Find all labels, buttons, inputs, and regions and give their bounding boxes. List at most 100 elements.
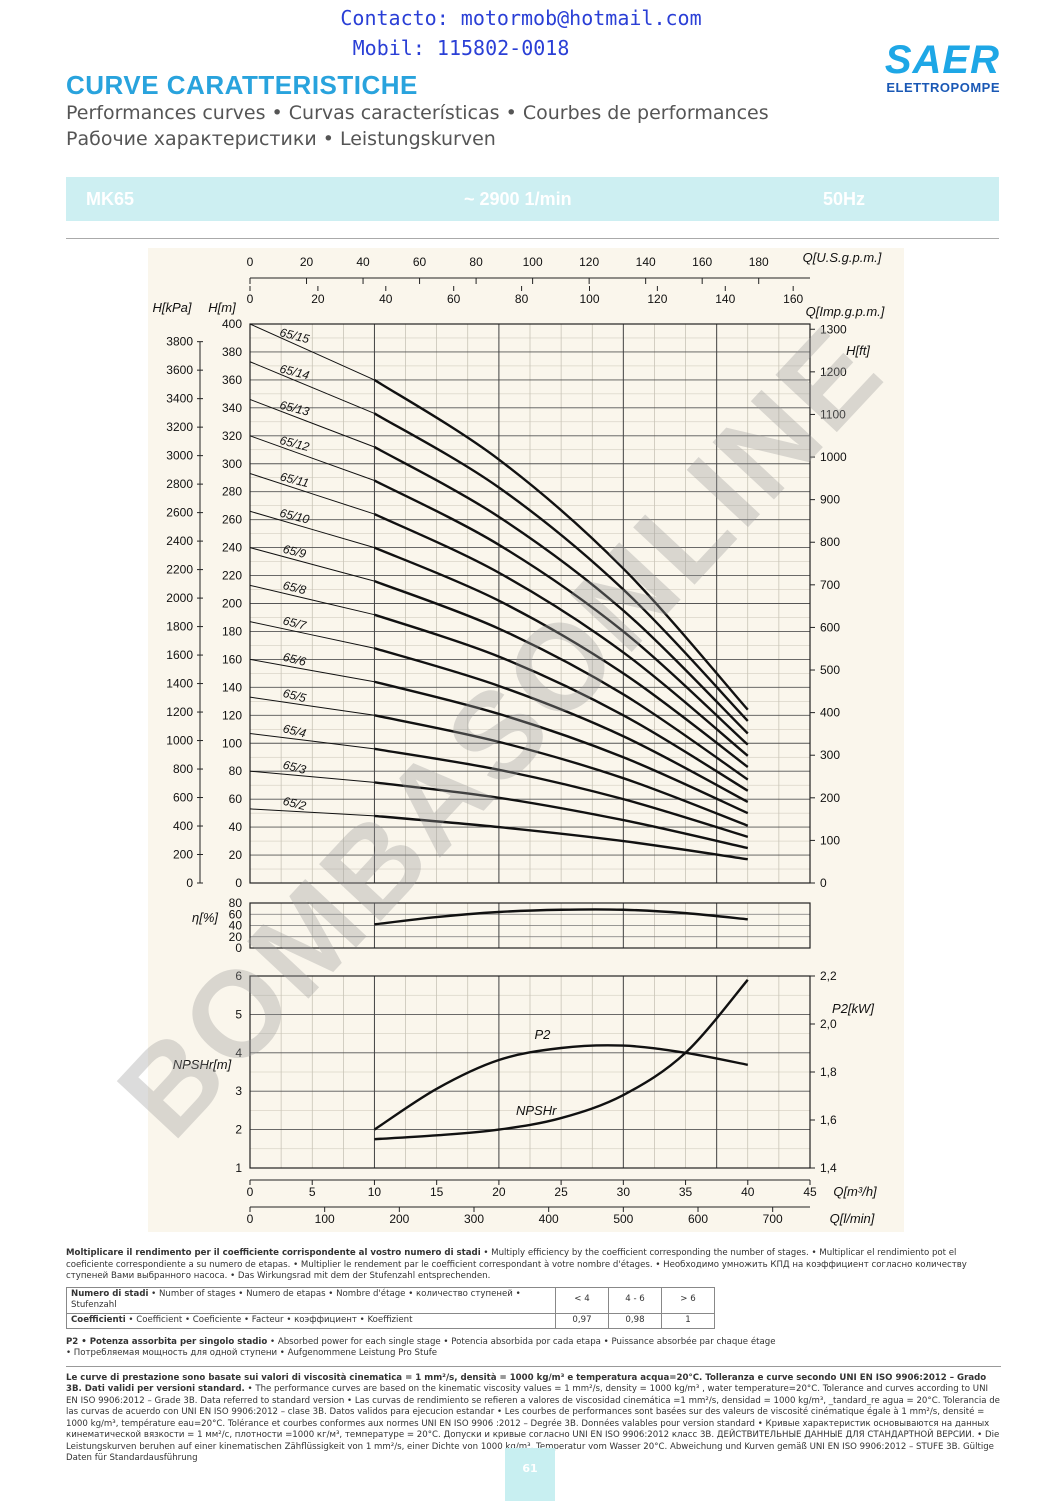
h-curve [373, 479, 749, 746]
curve-label: 65/14 [278, 362, 311, 383]
x-tick-label: 35 [679, 1185, 693, 1199]
note-power-text: • Absorbed power for each single stage •… [267, 1336, 776, 1347]
x-axis-label-lmin: Q[l/min] [830, 1211, 875, 1226]
y-tick-label: 1800 [166, 620, 193, 634]
y-tick-label: 2800 [166, 477, 193, 491]
x-tick-label: 30 [617, 1185, 631, 1199]
y-tick-label: 4 [235, 1046, 242, 1060]
coefficient-cell: 0,97 [555, 1312, 609, 1329]
y-tick-label: 1200 [820, 365, 847, 379]
h-curve [373, 546, 749, 768]
y-axis-label-kpa: H[kPa] [152, 300, 191, 315]
h-curve [373, 412, 749, 722]
h-curve-thin [249, 584, 375, 616]
y-tick-label: 1000 [820, 450, 847, 464]
note-efficiency: Moltiplicare il rendimento per il coeffi… [66, 1248, 1001, 1283]
y-tick-label: 60 [229, 792, 243, 806]
curve-label: 65/12 [278, 433, 311, 454]
note-power-bold: P2 • Potenza assorbita per singolo stadi… [66, 1336, 268, 1347]
y-tick-label: 1200 [166, 705, 193, 719]
y-tick-label: 160 [222, 652, 242, 666]
model-speed: ~ 2900 1/min [464, 189, 572, 209]
y-tick-label: 1 [235, 1161, 242, 1175]
page-title: CURVE CARATTERISTICHE [66, 70, 418, 100]
y-tick-label: 1,8 [820, 1065, 837, 1079]
x-tick-label: 180 [749, 255, 769, 269]
y-tick-label: 2,2 [820, 969, 837, 983]
y-tick-label: 20 [229, 930, 243, 944]
curve-label: 65/5 [281, 686, 307, 705]
y-axis-label-npsh: NPSHr[m] [173, 1057, 232, 1072]
y-tick-label: 0 [186, 876, 193, 890]
y-tick-label: 380 [222, 345, 242, 359]
y-tick-label: 260 [222, 513, 242, 527]
npshr-curve [374, 979, 749, 1141]
page-subtitle-1: Performances curves • Curvas característ… [66, 102, 769, 124]
contact-email: Contacto: motormob@hotmail.com [340, 6, 702, 30]
x-axis-label-m3h: Q[m³/h] [833, 1184, 877, 1199]
h-curve-thin [249, 658, 375, 683]
x-tick-label: 140 [715, 292, 735, 306]
stages-bold: Numero di stadi [71, 1288, 149, 1299]
y-tick-label: 3400 [166, 392, 193, 406]
x-tick-label: 100 [523, 255, 543, 269]
y-axis-label-eff: η[%] [192, 910, 218, 925]
h-curve [374, 680, 749, 815]
plot-frame [249, 902, 811, 949]
y-tick-label: 200 [222, 597, 242, 611]
y-tick-label: 400 [173, 819, 193, 833]
h-curve [374, 781, 749, 850]
y-tick-label: 600 [820, 620, 840, 634]
x-tick-label: 80 [515, 292, 529, 306]
h-curve [374, 613, 749, 792]
y-tick-label: 3200 [166, 420, 193, 434]
h-curve [373, 378, 749, 711]
table-header-coefficients: Coefficienti • Coefficient • Coeficiente… [66, 1312, 556, 1329]
model-frequency: 50Hz [823, 189, 866, 209]
x-tick-label: 160 [692, 255, 712, 269]
x-axis-label-usgpm: Q[U.S.g.p.m.] [803, 250, 882, 265]
y-tick-label: 2,0 [820, 1017, 837, 1031]
curve-label: 65/6 [281, 650, 307, 669]
y-tick-label: 20 [229, 848, 243, 862]
npshr-curve-label: NPSHr [516, 1103, 557, 1118]
y-tick-label: 1,6 [820, 1113, 837, 1127]
y-tick-label: 240 [222, 541, 242, 555]
h-curve-thin [249, 398, 375, 448]
y-tick-label: 400 [222, 317, 242, 331]
y-tick-label: 180 [222, 624, 242, 638]
y-tick-label: 80 [229, 896, 243, 910]
y-tick-label: 1300 [820, 322, 847, 336]
y-tick-label: 3000 [166, 449, 193, 463]
y-tick-label: 40 [229, 919, 243, 933]
page-number: 61 [522, 1462, 538, 1475]
note-standards: Le curve di prestazione sono basate sui … [66, 1365, 1001, 1465]
header-divider [66, 238, 999, 239]
stage-cell: < 4 [555, 1286, 609, 1314]
saer-logo: SAER ELETTROPOMPE [872, 40, 1000, 100]
table-row: Coefficienti • Coefficient • Coeficiente… [66, 1312, 715, 1329]
x-tick-label: 600 [688, 1212, 708, 1226]
h-curve-thin [249, 547, 375, 582]
table-row: Numero di stadi • Number of stages • Num… [66, 1286, 715, 1314]
y-tick-label: 400 [820, 706, 840, 720]
x-tick-label: 700 [763, 1212, 783, 1226]
h-curve [374, 647, 749, 804]
x-tick-label: 0 [247, 1185, 254, 1199]
y-tick-label: 300 [820, 748, 840, 762]
y-tick-label: 340 [222, 401, 242, 415]
y-tick-label: 1100 [820, 407, 846, 421]
x-tick-label: 20 [300, 255, 314, 269]
y-tick-label: 600 [173, 791, 193, 805]
curve-label: 65/13 [278, 398, 311, 419]
h-curve-thin [249, 435, 375, 481]
x-tick-label: 5 [309, 1185, 316, 1199]
y-tick-label: 220 [222, 569, 242, 583]
contact-phone: Mobil: 115802-0018 [352, 36, 570, 60]
y-tick-label: 700 [820, 578, 840, 592]
y-tick-label: 320 [222, 429, 242, 443]
h-curve-thin [249, 361, 375, 414]
y-tick-label: 800 [820, 535, 840, 549]
x-tick-label: 40 [379, 292, 393, 306]
p2-curve-label: P2 [534, 1027, 551, 1042]
